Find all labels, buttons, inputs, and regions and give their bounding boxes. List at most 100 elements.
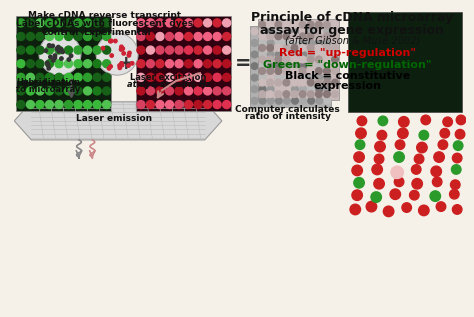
Circle shape — [267, 68, 273, 74]
Circle shape — [109, 40, 112, 43]
Circle shape — [51, 44, 55, 48]
Circle shape — [374, 154, 384, 164]
Bar — [136, 16, 231, 111]
Circle shape — [283, 86, 290, 93]
Circle shape — [324, 74, 331, 81]
Circle shape — [267, 74, 274, 81]
Circle shape — [93, 87, 101, 95]
Circle shape — [194, 73, 202, 81]
Circle shape — [267, 56, 273, 63]
Circle shape — [251, 28, 258, 35]
Circle shape — [118, 66, 121, 69]
Circle shape — [436, 202, 446, 211]
Circle shape — [267, 44, 273, 51]
Circle shape — [93, 19, 101, 27]
Circle shape — [316, 97, 323, 104]
Circle shape — [283, 74, 290, 81]
Circle shape — [146, 87, 155, 95]
Circle shape — [259, 28, 266, 35]
Circle shape — [283, 68, 290, 74]
Circle shape — [443, 117, 452, 126]
Circle shape — [452, 205, 462, 214]
Circle shape — [259, 68, 265, 74]
Circle shape — [146, 46, 155, 54]
Circle shape — [292, 51, 298, 58]
Circle shape — [267, 33, 273, 40]
Circle shape — [46, 73, 54, 81]
Circle shape — [355, 140, 365, 149]
Circle shape — [275, 44, 282, 51]
Circle shape — [398, 128, 408, 139]
Circle shape — [251, 51, 258, 58]
Circle shape — [119, 48, 123, 51]
Circle shape — [46, 60, 54, 68]
Circle shape — [156, 19, 164, 27]
Circle shape — [307, 21, 314, 28]
Circle shape — [55, 60, 63, 68]
Text: Red = "up-regulation": Red = "up-regulation" — [279, 49, 416, 58]
Circle shape — [36, 60, 44, 68]
Circle shape — [308, 97, 315, 104]
Circle shape — [27, 100, 35, 108]
Circle shape — [267, 28, 274, 35]
Circle shape — [74, 73, 82, 81]
Circle shape — [74, 33, 82, 41]
Circle shape — [324, 28, 331, 35]
Circle shape — [175, 100, 183, 108]
Circle shape — [146, 33, 155, 41]
Circle shape — [275, 63, 282, 69]
Circle shape — [299, 79, 306, 86]
Bar — [258, 19, 339, 100]
Circle shape — [292, 40, 298, 46]
Circle shape — [223, 87, 231, 95]
Circle shape — [308, 40, 315, 46]
Circle shape — [64, 33, 73, 41]
Circle shape — [299, 91, 306, 97]
Circle shape — [194, 33, 202, 41]
Circle shape — [156, 73, 164, 81]
Text: assay for gene expression: assay for gene expression — [260, 24, 444, 37]
Circle shape — [146, 100, 155, 108]
Circle shape — [165, 73, 173, 81]
Circle shape — [17, 33, 25, 41]
Circle shape — [194, 46, 202, 54]
Circle shape — [103, 19, 110, 27]
Circle shape — [46, 33, 54, 41]
Circle shape — [292, 97, 298, 104]
Circle shape — [324, 86, 331, 93]
Circle shape — [300, 63, 306, 69]
Circle shape — [316, 28, 323, 35]
Text: Label cDNAs with fluorescent dyes: Label cDNAs with fluorescent dyes — [16, 19, 193, 28]
Circle shape — [213, 46, 221, 54]
Circle shape — [307, 68, 314, 74]
Circle shape — [292, 63, 298, 69]
Text: (after Gibson & Muse 2002): (after Gibson & Muse 2002) — [285, 35, 420, 45]
Circle shape — [114, 39, 117, 43]
Circle shape — [39, 33, 81, 75]
Circle shape — [316, 79, 322, 86]
Circle shape — [184, 46, 192, 54]
Circle shape — [55, 100, 63, 108]
Circle shape — [74, 100, 82, 108]
Circle shape — [74, 46, 82, 54]
Circle shape — [93, 73, 101, 81]
Circle shape — [419, 130, 428, 140]
Polygon shape — [14, 102, 222, 140]
Circle shape — [121, 47, 125, 50]
Circle shape — [194, 100, 202, 108]
Text: +: + — [118, 54, 134, 73]
Circle shape — [267, 40, 274, 46]
Circle shape — [83, 87, 91, 95]
Circle shape — [275, 40, 282, 46]
Circle shape — [17, 46, 25, 54]
Circle shape — [308, 74, 315, 81]
Circle shape — [291, 91, 298, 97]
Bar — [16, 16, 111, 111]
Circle shape — [83, 100, 91, 108]
Circle shape — [308, 63, 315, 69]
Circle shape — [332, 79, 338, 86]
Circle shape — [146, 73, 155, 81]
Circle shape — [283, 79, 290, 86]
Circle shape — [251, 97, 258, 104]
Circle shape — [175, 46, 183, 54]
